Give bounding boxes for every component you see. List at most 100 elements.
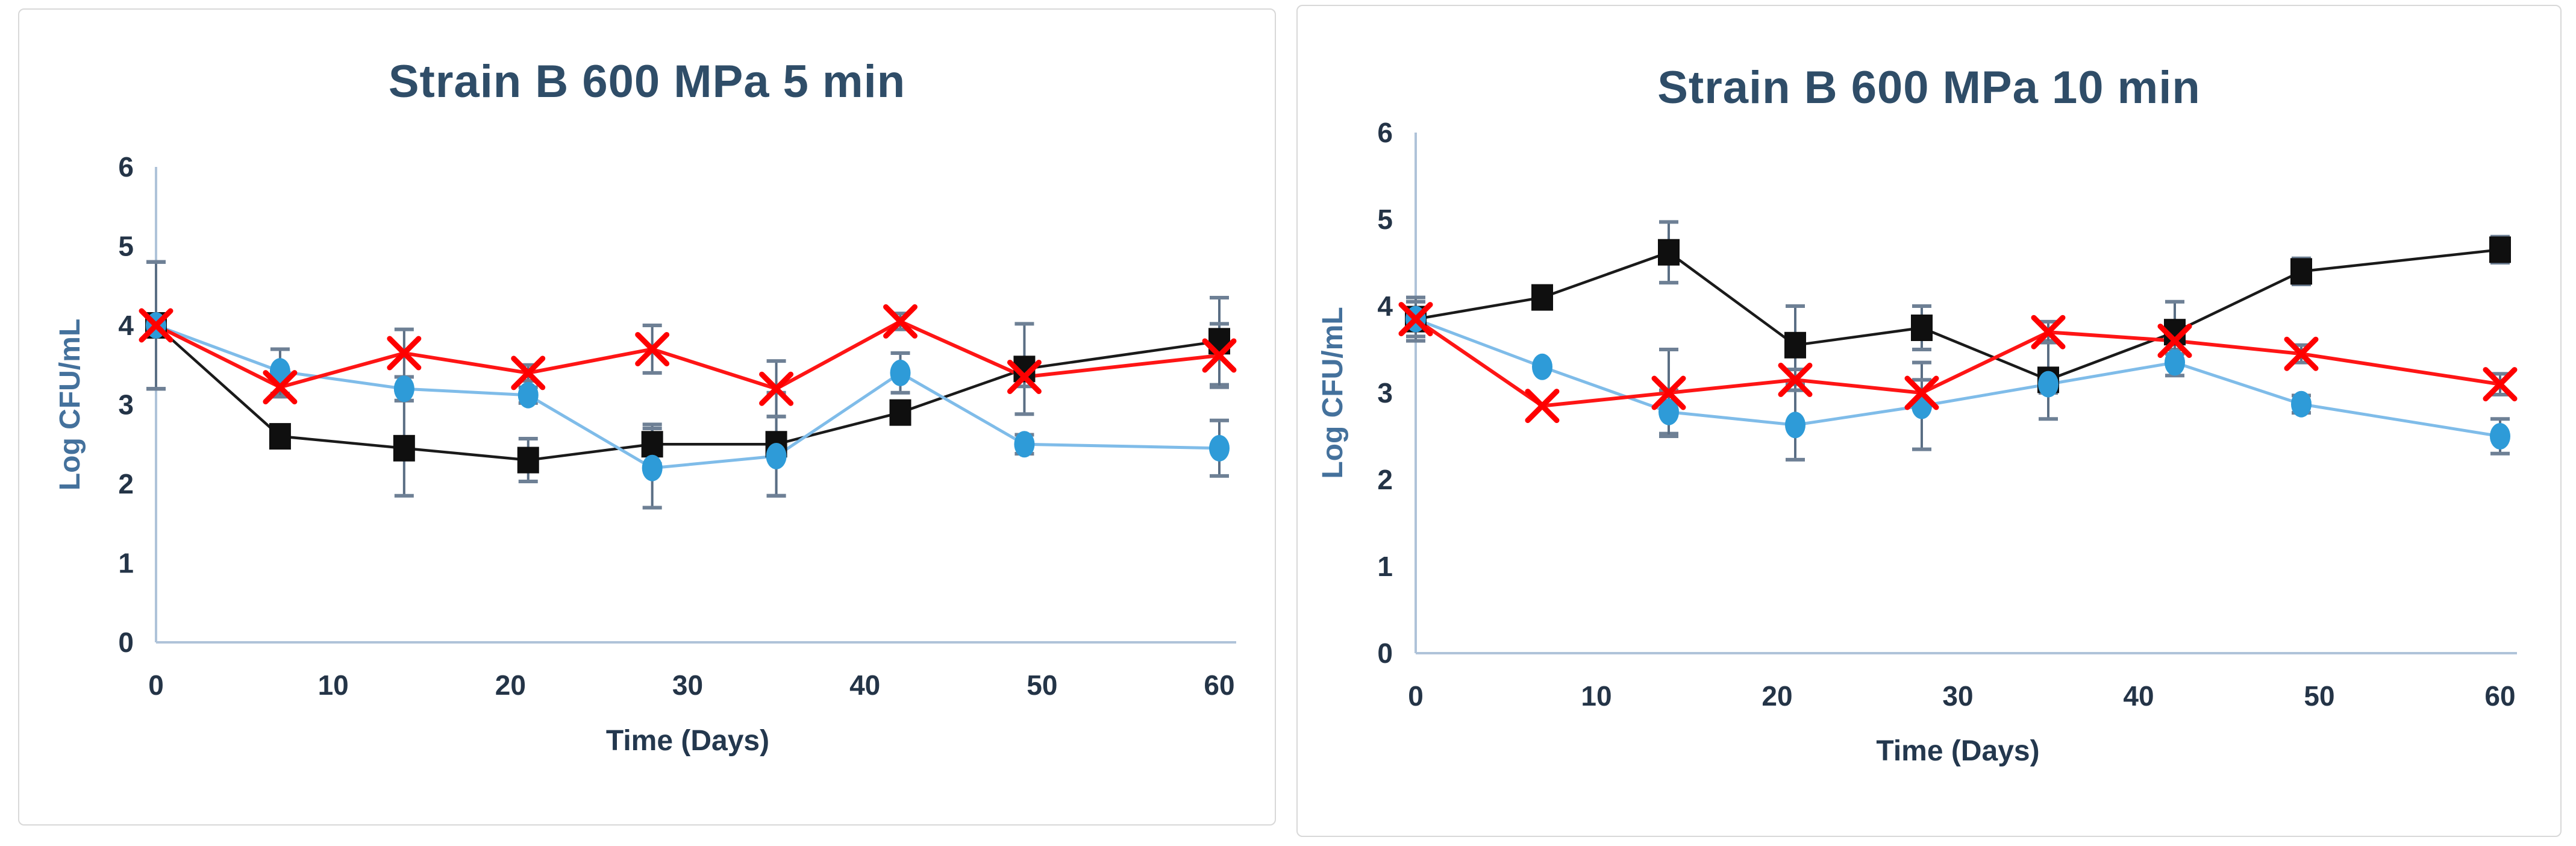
y-tick-labels: 0 1 2 3 4 5 6 [118, 151, 134, 658]
x-tick-label-60: 60 [2484, 680, 2515, 712]
axes [1415, 133, 2517, 654]
y-axis-title: Log CFU/mL [1317, 307, 1349, 478]
marker-x-d49 [2284, 336, 2319, 371]
marker-x-d60 [1202, 338, 1237, 373]
marker-square-d14 [1658, 239, 1680, 266]
x-axis-title: Time (Days) [1876, 735, 2039, 767]
y-tick-label-3: 3 [1377, 377, 1393, 409]
axes [155, 167, 1236, 644]
marker-x-d42 [2157, 324, 2192, 359]
x-axis-title: Time (Days) [606, 725, 769, 757]
x-tick-label-60: 60 [1204, 669, 1234, 701]
marker-x-d28 [635, 331, 670, 366]
marker-circle-d60 [2490, 423, 2510, 450]
x-tick-label-10: 10 [318, 669, 349, 701]
marker-x-d0 [1398, 302, 1433, 337]
marker-circle-d42 [890, 359, 911, 386]
x-tick-label-10: 10 [1581, 680, 1612, 712]
x-tick-label-20: 20 [1762, 680, 1792, 712]
y-tick-label-4: 4 [1377, 290, 1393, 322]
chart-title-10min: Strain B 600 MPa 10 min [1657, 62, 2201, 113]
y-axis-title: Log CFU/mL [54, 319, 86, 490]
y-tick-label-5: 5 [1377, 204, 1393, 235]
y-tick-label-5: 5 [118, 231, 134, 262]
y-tick-label-6: 6 [1377, 117, 1393, 148]
marker-x-d7 [1525, 389, 1560, 424]
x-tick-label-20: 20 [495, 669, 526, 701]
marker-x-d28 [1904, 375, 1939, 410]
marker-square-d28 [1911, 315, 1933, 341]
markers-blue-circle-series [146, 312, 1230, 481]
marker-square-d28 [641, 431, 663, 458]
marker-square-d42 [889, 399, 911, 426]
marker-square-d60 [2489, 236, 2511, 263]
chart-title-5min: Strain B 600 MPa 5 min [388, 56, 906, 107]
marker-square-d14 [393, 434, 415, 462]
marker-circle-d49 [1014, 431, 1035, 458]
line-red-x-series [1414, 317, 2502, 408]
error-bars [146, 260, 1229, 510]
y-tick-label-3: 3 [118, 389, 134, 421]
x-tick-label-50: 50 [1027, 669, 1057, 701]
x-tick-label-40: 40 [849, 669, 880, 701]
y-tick-label-6: 6 [118, 151, 134, 183]
y-tick-label-4: 4 [118, 310, 134, 341]
marker-circle-d14 [1658, 398, 1679, 425]
marker-circle-d49 [2291, 390, 2312, 418]
marker-circle-d21 [1785, 412, 1805, 439]
marker-circle-d42 [2165, 349, 2185, 376]
marker-x-d35 [2031, 315, 2066, 349]
markers-black-square-series [1405, 236, 2511, 393]
y-tick-label-1: 1 [1377, 551, 1393, 582]
error-bars [1406, 220, 2510, 462]
marker-x-d7 [263, 370, 298, 405]
x-tick-label-30: 30 [1942, 680, 1973, 712]
marker-square-d7 [269, 423, 291, 450]
marker-circle-d60 [1209, 434, 1230, 462]
line-black-square-series [154, 324, 1221, 462]
y-tick-label-0: 0 [1377, 638, 1393, 669]
marker-square-d21 [1784, 331, 1806, 359]
marker-x-d21 [1778, 362, 1813, 397]
x-tick-labels: 0 10 20 30 40 50 60 [148, 669, 1234, 701]
line-blue-circle-series [154, 324, 1221, 470]
y-tick-label-2: 2 [1377, 464, 1393, 495]
x-tick-label-30: 30 [672, 669, 703, 701]
x-tick-label-50: 50 [2304, 680, 2334, 712]
markers-red-x-series [139, 304, 1237, 406]
y-tick-label-0: 0 [118, 627, 134, 658]
marker-circle-d21 [517, 381, 539, 409]
x-tick-label-0: 0 [1408, 680, 1424, 712]
markers-blue-circle-series [1405, 306, 2510, 450]
chart-panel-5min: Strain B 600 MPa 5 min 0 1 2 3 4 5 6 0 10 20 30 40 5… [18, 8, 1276, 826]
marker-x-d0 [139, 308, 174, 343]
marker-circle-d35 [2038, 371, 2059, 398]
y-tick-label-1: 1 [118, 548, 134, 579]
marker-x-d14 [1651, 375, 1686, 410]
line-blue-circle-series [1414, 318, 2502, 438]
marker-x-d35 [759, 371, 794, 406]
marker-x-d60 [2483, 367, 2518, 402]
x-tick-label-0: 0 [148, 669, 164, 701]
marker-circle-d14 [393, 375, 414, 403]
marker-x-d14 [387, 336, 422, 371]
marker-circle-d7 [269, 358, 290, 385]
marker-square-d21 [517, 446, 539, 474]
line-red-x-series [154, 319, 1221, 391]
marker-x-d42 [883, 304, 918, 339]
marker-x-d21 [511, 356, 546, 390]
marker-circle-d7 [1532, 353, 1552, 380]
markers-red-x-series [1398, 302, 2518, 424]
marker-square-d7 [1531, 284, 1553, 311]
x-tick-labels: 0 10 20 30 40 50 60 [1408, 680, 2515, 712]
marker-circle-d28 [642, 454, 663, 481]
y-tick-label-2: 2 [118, 468, 134, 500]
chart-panel-10min: Strain B 600 MPa 10 min 0 1 2 3 4 5 6 0 10 20 30 40… [1296, 5, 2562, 837]
x-tick-label-40: 40 [2123, 680, 2154, 712]
y-tick-labels: 0 1 2 3 4 5 6 [1377, 117, 1393, 669]
marker-square-d49 [2290, 258, 2312, 285]
marker-x-d49 [1007, 359, 1042, 394]
